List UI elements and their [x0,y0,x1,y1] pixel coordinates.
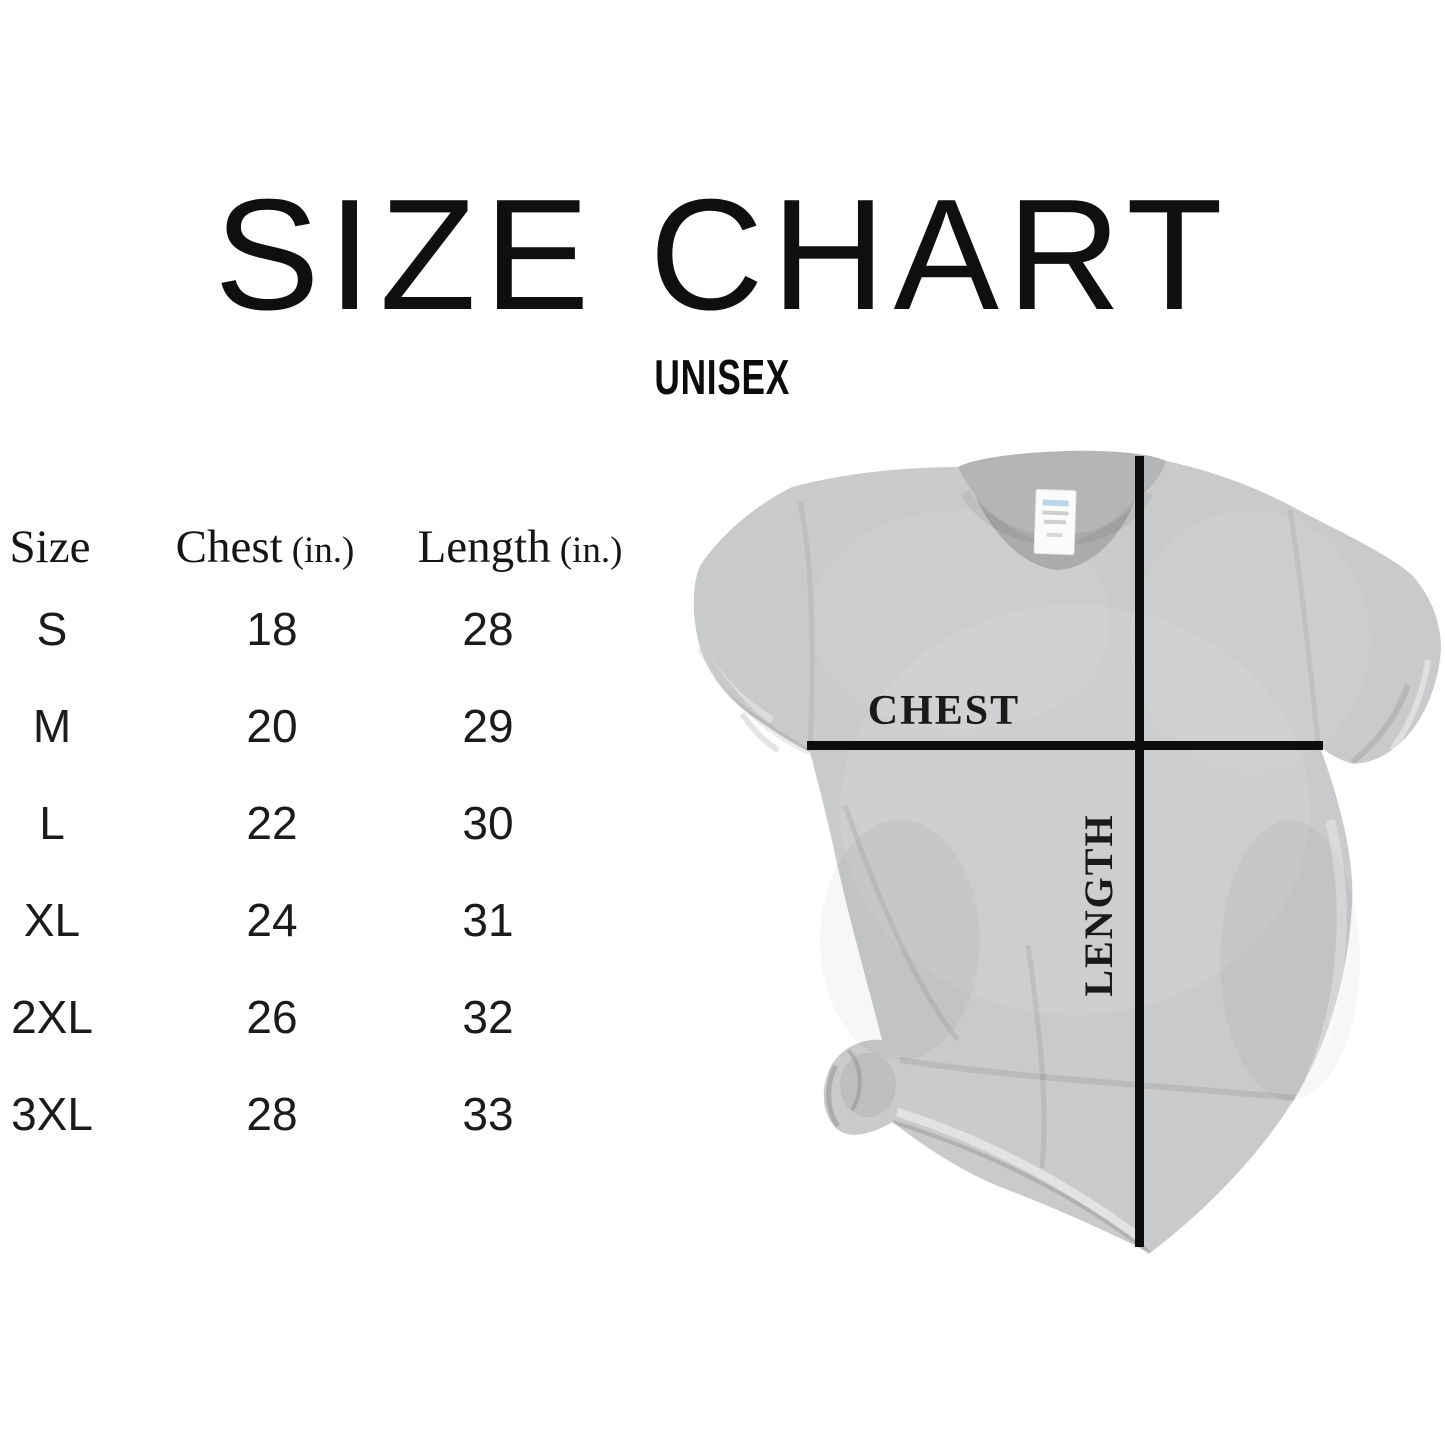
chest-value: 24 [246,894,298,946]
subtitle: UNISEX [654,351,791,405]
column-header-length: Length (in.) [417,521,623,573]
size-value: 3XL [11,1088,93,1140]
length-value: 33 [462,1088,514,1140]
chest-value: 22 [246,797,298,849]
length-value: 32 [462,991,514,1043]
tshirt-body [693,450,1441,1253]
length-measure-line [1135,456,1144,1247]
page-title: SIZE CHART [214,167,1231,343]
chest-value: 18 [246,603,298,655]
length-value: 28 [462,603,514,655]
collar-opening [975,495,1136,570]
tshirt-illustration: CHEST LENGTH [678,428,1445,1273]
size-value: M [32,700,72,752]
chest-value: 28 [246,1088,298,1140]
size-value: S [36,603,68,655]
size-value: L [39,797,65,849]
chest-value: 26 [246,991,298,1043]
subtitle-wrap: UNISEX [0,354,1445,403]
length-value: 29 [462,700,514,752]
chest-label: CHEST [868,688,1020,734]
length-value: 31 [462,894,514,946]
chest-value: 20 [246,700,298,752]
size-value: XL [23,894,81,946]
neck-tag [1033,488,1077,556]
length-label: LENGTH [1076,813,1121,996]
length-value: 30 [462,797,514,849]
size-value: 2XL [11,991,93,1043]
column-header-chest: Chest (in.) [175,521,355,573]
column-header-size: Size [9,521,91,573]
knot [840,1053,896,1117]
chest-measure-line [807,741,1323,750]
